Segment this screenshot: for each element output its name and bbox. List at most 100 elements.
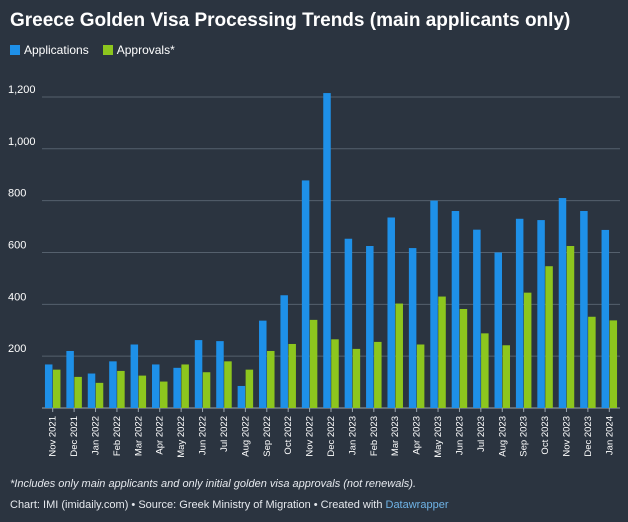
x-tick-label: Aug 2022 — [240, 416, 251, 457]
bar-approvals — [267, 350, 275, 408]
bar-applications — [451, 211, 460, 408]
bar-approvals — [588, 316, 596, 408]
bar-applications — [430, 200, 438, 408]
bar-approvals — [181, 364, 189, 408]
x-tick-label: May 2022 — [176, 416, 187, 458]
y-tick-label: 800 — [8, 188, 26, 200]
x-tick-label: Nov 2022 — [305, 416, 316, 457]
bar-applications — [194, 340, 203, 408]
x-tick-label: Nov 2021 — [48, 416, 59, 457]
legend-label-applications: Applications — [24, 43, 89, 57]
legend: Applications Approvals* — [10, 43, 175, 57]
bar-applications — [280, 295, 288, 408]
bar-approvals — [138, 375, 147, 408]
bar-applications — [558, 198, 567, 408]
bar-applications — [44, 364, 53, 408]
footnote: *Includes only main applicants and only … — [10, 478, 417, 490]
x-tick-label: Dec 2022 — [326, 416, 337, 457]
bar-applications — [387, 217, 395, 408]
bar-approvals — [416, 344, 425, 408]
x-tick-label: May 2023 — [433, 416, 444, 458]
bar-approvals — [288, 343, 296, 408]
y-tick-label: 400 — [8, 291, 26, 303]
x-tick-label: Oct 2022 — [283, 416, 294, 455]
bar-approvals — [481, 333, 489, 408]
bar-approvals — [395, 303, 403, 408]
bar-applications — [259, 320, 267, 408]
bar-approvals — [438, 296, 446, 408]
legend-item-applications: Applications — [10, 43, 89, 57]
bar-approvals — [245, 369, 254, 408]
x-tick-label: Sep 2023 — [519, 416, 530, 457]
bar-applications — [408, 248, 417, 408]
bar-approvals — [159, 381, 168, 408]
bar-applications — [515, 218, 524, 408]
x-tick-label: Apr 2022 — [155, 416, 166, 455]
y-tick-label: 600 — [8, 239, 26, 251]
y-tick-label: 1,200 — [8, 84, 36, 96]
legend-swatch-approvals — [102, 45, 113, 55]
bar-approvals — [459, 308, 468, 408]
bar-applications — [130, 344, 139, 408]
bar-applications — [66, 350, 74, 408]
bar-approvals — [545, 266, 553, 408]
bar-applications — [537, 220, 545, 408]
chart-title: Greece Golden Visa Processing Trends (ma… — [10, 10, 571, 31]
bar-applications — [494, 252, 503, 408]
datawrapper-link[interactable]: Datawrapper — [385, 499, 449, 511]
bar-applications — [601, 229, 610, 408]
x-tick-label: Jun 2022 — [198, 416, 209, 455]
bar-approvals — [502, 345, 511, 408]
bar-approvals — [309, 319, 318, 408]
bar-applications — [580, 211, 588, 408]
credit-line: Chart: IMI (imidaily.com) • Source: Gree… — [10, 499, 448, 511]
bar-applications — [237, 385, 246, 408]
bar-applications — [151, 364, 160, 408]
x-tick-label: Nov 2023 — [561, 416, 572, 457]
credit-text: Chart: IMI (imidaily.com) • Source: Gree… — [10, 499, 386, 511]
bar-applications — [87, 373, 96, 408]
x-tick-label: Oct 2023 — [540, 416, 551, 455]
bar-applications — [216, 341, 224, 408]
x-tick-label: Aug 2023 — [497, 416, 508, 457]
bar-approvals — [52, 369, 61, 408]
bar-approvals — [74, 376, 82, 408]
x-tick-label: Jul 2022 — [219, 416, 230, 452]
bar-approvals — [523, 292, 532, 408]
bar-applications — [366, 246, 374, 408]
bar-applications — [109, 361, 117, 408]
bar-approvals — [331, 339, 339, 408]
bar-approvals — [374, 341, 382, 408]
bar-applications — [473, 229, 481, 408]
x-tick-label: Feb 2023 — [369, 416, 380, 456]
y-tick-label: 1,000 — [8, 136, 36, 148]
legend-swatch-applications — [10, 45, 20, 55]
x-tick-label: Mar 2023 — [390, 416, 401, 456]
bar-applications — [173, 367, 181, 408]
x-tick-label: Mar 2022 — [133, 416, 144, 456]
bar-approvals — [117, 370, 125, 408]
bar-approvals — [352, 348, 361, 408]
bar-approvals — [95, 382, 104, 408]
x-tick-label: Apr 2023 — [412, 416, 423, 455]
bar-applications — [301, 180, 310, 408]
bar-chart: 200 400 600 800 1,000 1,200 Nov 2021 Dec 2021 Ja… — [8, 84, 620, 458]
x-tick-label: Jun 2023 — [454, 416, 465, 455]
x-tick-label: Dec 2021 — [69, 416, 80, 457]
bar-approvals — [202, 372, 211, 408]
bar-approvals — [566, 246, 575, 408]
bar-applications — [344, 238, 353, 408]
x-tick-label: Sep 2022 — [262, 416, 273, 457]
bar-approvals — [609, 320, 618, 408]
legend-label-approvals: Approvals* — [116, 43, 175, 57]
x-tick-label: Jan 2023 — [347, 416, 358, 455]
x-tick-label: Dec 2023 — [583, 416, 594, 457]
y-tick-label: 200 — [8, 343, 26, 355]
x-tick-label: Jan 2022 — [91, 416, 102, 455]
legend-item-approvals: Approvals* — [102, 43, 175, 57]
bar-applications — [323, 93, 331, 409]
bar-approvals — [224, 361, 232, 408]
x-tick-label: Jan 2024 — [604, 416, 615, 455]
x-tick-label: Feb 2022 — [112, 416, 123, 456]
x-tick-label: Jul 2023 — [476, 416, 487, 452]
